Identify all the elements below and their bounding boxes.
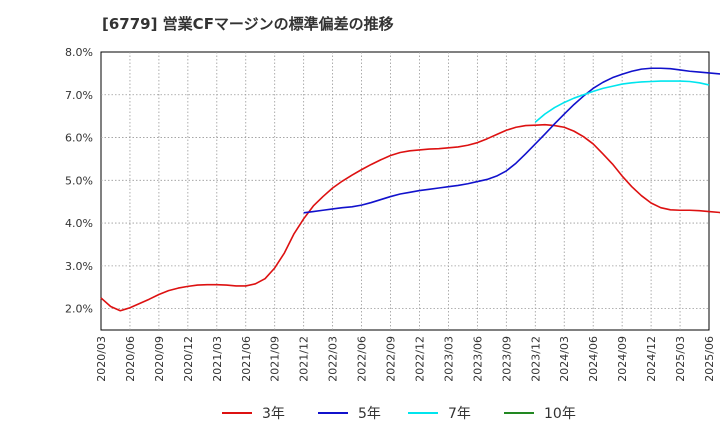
y-tick-label: 6.0% bbox=[65, 132, 93, 145]
x-tick-label: 2025/06 bbox=[703, 336, 716, 382]
x-tick-label: 2024/09 bbox=[616, 336, 629, 382]
plot-area bbox=[100, 51, 710, 331]
x-tick-label: 2021/12 bbox=[298, 336, 311, 382]
legend-label: 7年 bbox=[448, 406, 471, 422]
x-tick-label: 2023/03 bbox=[442, 336, 455, 382]
x-tick-label: 2020/03 bbox=[95, 336, 108, 382]
y-tick-label: 7.0% bbox=[65, 89, 93, 102]
x-tick-label: 2021/09 bbox=[269, 336, 282, 382]
x-tick-label: 2021/06 bbox=[240, 336, 253, 382]
series-lines bbox=[100, 67, 720, 312]
legend-label: 5年 bbox=[358, 406, 381, 422]
x-tick-label: 2022/03 bbox=[327, 336, 340, 382]
x-tick-label: 2021/03 bbox=[211, 336, 224, 382]
y-tick-label: 4.0% bbox=[65, 217, 93, 230]
legend-label: 3年 bbox=[262, 406, 285, 422]
legend: 3年 5年 7年 10年 bbox=[222, 406, 576, 422]
x-tick-label: 2020/09 bbox=[153, 336, 166, 382]
x-tick-label: 2020/06 bbox=[124, 336, 137, 382]
x-tick-label: 2024/03 bbox=[558, 336, 571, 382]
x-tick-label: 2024/06 bbox=[587, 336, 600, 382]
y-tick-label: 2.0% bbox=[65, 303, 93, 316]
x-tick-label: 2022/12 bbox=[413, 336, 426, 382]
x-tick-label: 2023/06 bbox=[471, 336, 484, 382]
series-line bbox=[100, 123, 720, 312]
x-axis-ticks: 2020/03 2020/06 2020/09 2020/12 2021/03 2021/… bbox=[95, 336, 716, 382]
x-tick-label: 2022/09 bbox=[385, 336, 398, 382]
y-axis-ticks: 2.0% 3.0% 4.0% 5.0% 6.0% 7.0% 8.0% bbox=[65, 46, 93, 316]
legend-label: 10年 bbox=[544, 406, 576, 422]
chart-title: [6779] 営業CFマージンの標準偏差の推移 bbox=[102, 15, 394, 33]
series-line bbox=[534, 80, 710, 123]
y-tick-label: 5.0% bbox=[65, 174, 93, 187]
x-tick-label: 2024/12 bbox=[645, 336, 658, 382]
x-tick-label: 2022/06 bbox=[356, 336, 369, 382]
x-tick-label: 2020/12 bbox=[182, 336, 195, 382]
y-tick-label: 3.0% bbox=[65, 260, 93, 273]
x-tick-label: 2023/09 bbox=[500, 336, 513, 382]
series-line bbox=[303, 67, 720, 214]
y-tick-label: 8.0% bbox=[65, 46, 93, 59]
x-tick-label: 2025/03 bbox=[674, 336, 687, 382]
x-tick-label: 2023/12 bbox=[529, 336, 542, 382]
grid-vertical bbox=[129, 52, 681, 330]
